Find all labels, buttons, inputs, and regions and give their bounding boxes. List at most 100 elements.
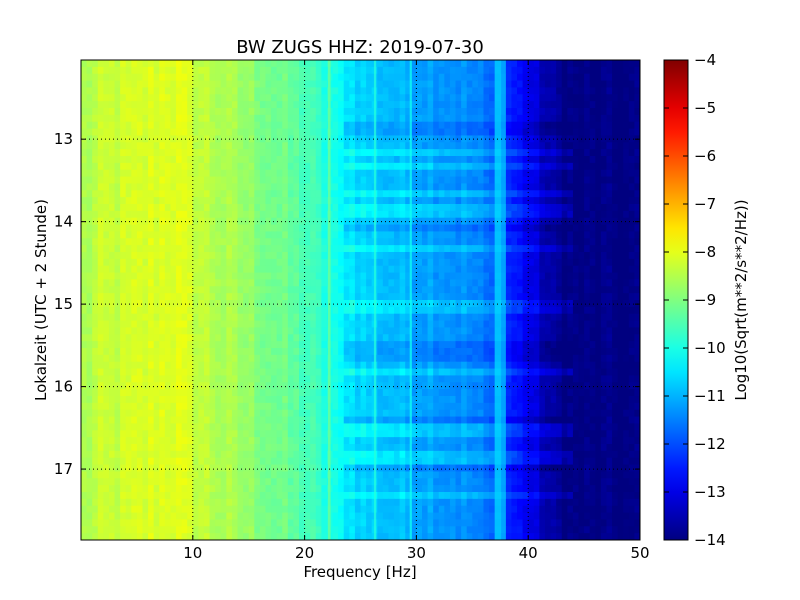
heatmap-cell <box>567 327 574 335</box>
heatmap-cell <box>220 354 227 363</box>
heatmap-cell <box>410 190 417 198</box>
heatmap-cell <box>550 114 557 123</box>
heatmap-cell <box>394 190 401 198</box>
heatmap-cell <box>567 272 574 281</box>
heatmap-cell <box>271 252 278 260</box>
heatmap-cell <box>349 73 356 82</box>
heatmap-cell <box>120 156 127 164</box>
heatmap-cell <box>343 334 350 342</box>
heatmap-cell <box>282 382 289 390</box>
heatmap-cell <box>153 293 160 301</box>
heatmap-cell <box>354 224 362 233</box>
heatmap-cell <box>170 114 177 123</box>
heatmap-cell <box>142 265 149 274</box>
heatmap-cell <box>433 313 440 322</box>
heatmap-cell <box>466 231 473 239</box>
heatmap-cell <box>338 354 345 363</box>
heatmap-cell <box>427 108 434 116</box>
heatmap-cell <box>86 238 93 246</box>
heatmap-cell <box>634 286 640 294</box>
heatmap-cell <box>427 60 434 68</box>
heatmap-cell <box>366 60 373 68</box>
heatmap-cell <box>343 245 350 253</box>
heatmap-cell <box>388 156 395 164</box>
heatmap-cell <box>388 320 395 329</box>
heatmap-cell <box>321 135 328 143</box>
heatmap-cell <box>377 231 384 239</box>
heatmap-cell <box>556 101 563 109</box>
heatmap-cell <box>159 135 166 143</box>
heatmap-cell <box>293 204 300 212</box>
heatmap-cell <box>338 94 345 102</box>
heatmap-cell <box>293 80 300 89</box>
spectrogram-heatmap <box>81 60 640 540</box>
heatmap-cell <box>377 108 384 116</box>
heatmap-cell <box>623 60 630 68</box>
heatmap-cell <box>399 327 406 335</box>
heatmap-cell <box>360 156 367 164</box>
heatmap-cell <box>81 176 88 185</box>
heatmap-cell <box>243 66 250 75</box>
heatmap-cell <box>114 176 121 185</box>
heatmap-cell <box>321 300 328 308</box>
heatmap-cell <box>628 245 636 253</box>
heatmap-cell <box>321 313 328 322</box>
heatmap-cell <box>136 361 144 370</box>
heatmap-cell <box>567 368 574 377</box>
heatmap-cell <box>421 354 429 363</box>
heatmap-cell <box>455 87 462 95</box>
heatmap-cell <box>338 231 345 239</box>
heatmap-cell <box>628 121 636 130</box>
heatmap-cell <box>304 121 311 130</box>
heatmap-cell <box>572 279 580 287</box>
heatmap-cell <box>606 245 613 253</box>
heatmap-cell <box>265 162 272 171</box>
heatmap-cell <box>405 169 412 178</box>
heatmap-cell <box>108 183 116 191</box>
heatmap-cell <box>623 334 630 342</box>
heatmap-cell <box>438 162 445 171</box>
heatmap-cell <box>136 238 144 246</box>
heatmap-cell <box>164 156 172 164</box>
heatmap-cell <box>628 265 636 274</box>
heatmap-cell <box>399 389 406 397</box>
heatmap-cell <box>612 183 619 191</box>
heatmap-cell <box>254 149 261 157</box>
heatmap-cell <box>567 121 574 130</box>
heatmap-cell <box>366 354 373 363</box>
heatmap-cell <box>477 375 485 383</box>
heatmap-cell <box>103 375 110 383</box>
heatmap-cell <box>589 361 596 370</box>
heatmap-cell <box>595 293 602 301</box>
heatmap-cell <box>159 142 166 150</box>
heatmap-cell <box>338 176 345 185</box>
heatmap-cell <box>226 334 233 342</box>
heatmap-cell <box>544 300 552 308</box>
heatmap-cell <box>338 279 345 287</box>
heatmap-cell <box>595 252 602 260</box>
heatmap-cell <box>533 293 540 301</box>
heatmap-cell <box>248 306 255 315</box>
heatmap-cell <box>517 80 524 89</box>
heatmap-cell <box>606 149 613 157</box>
heatmap-cell <box>103 272 110 281</box>
heatmap-cell <box>522 334 529 342</box>
heatmap-cell <box>416 190 423 198</box>
heatmap-cell <box>293 341 300 349</box>
heatmap-cell <box>449 73 457 82</box>
heatmap-cell <box>164 389 172 397</box>
heatmap-cell <box>449 245 457 253</box>
heatmap-cell <box>315 313 322 322</box>
heatmap-cell <box>455 210 462 219</box>
heatmap-cell <box>92 238 99 246</box>
heatmap-cell <box>215 162 222 171</box>
heatmap-cell <box>433 128 440 137</box>
heatmap-cell <box>243 162 250 171</box>
heatmap-cell <box>120 231 127 239</box>
heatmap-cell <box>299 217 306 226</box>
heatmap-cell <box>248 245 255 253</box>
heatmap-cell <box>226 245 233 253</box>
heatmap-cell <box>360 368 367 377</box>
heatmap-cell <box>170 320 177 329</box>
